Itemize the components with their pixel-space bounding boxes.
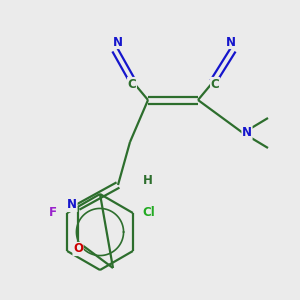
Text: N: N — [113, 35, 123, 49]
Text: N: N — [67, 199, 77, 212]
Text: F: F — [49, 206, 57, 220]
Text: N: N — [226, 35, 236, 49]
Text: C: C — [128, 77, 136, 91]
Text: Cl: Cl — [142, 206, 155, 220]
Text: C: C — [211, 77, 219, 91]
Text: H: H — [143, 173, 153, 187]
Text: O: O — [73, 242, 83, 256]
Text: N: N — [242, 127, 252, 140]
